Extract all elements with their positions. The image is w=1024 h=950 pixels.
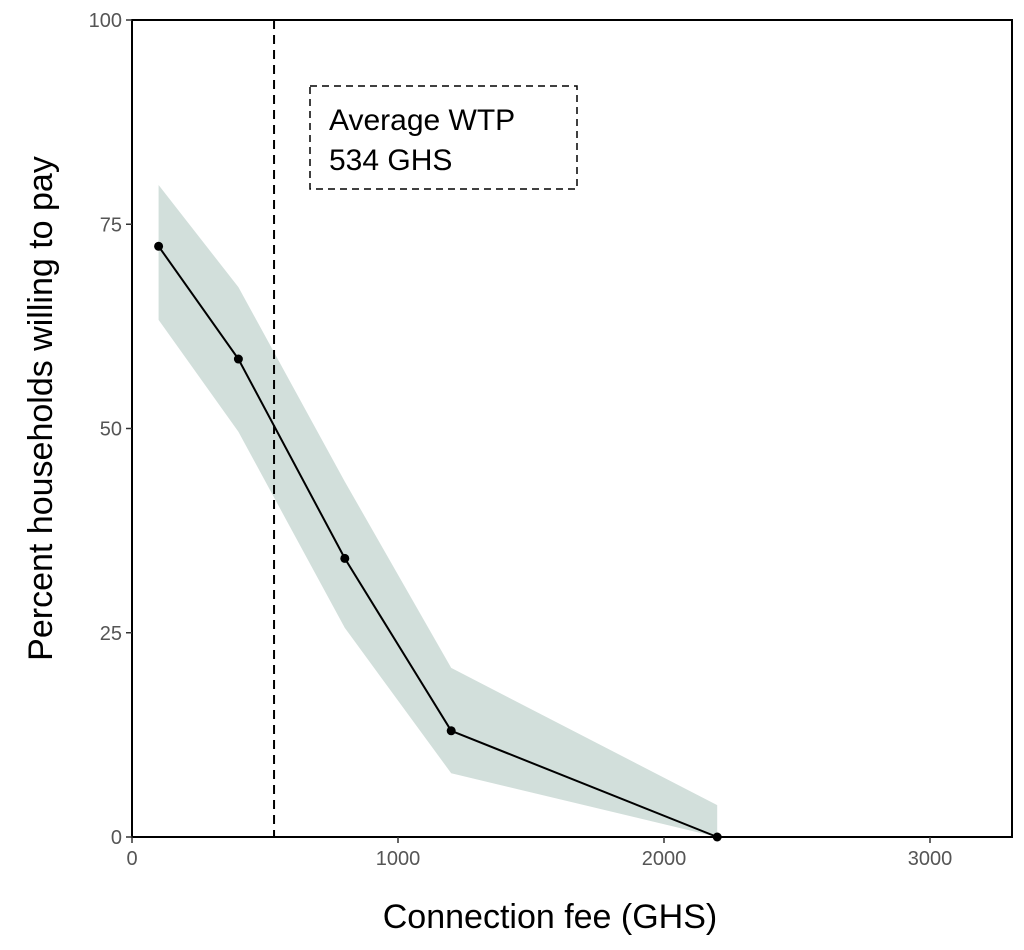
x-tick-label: 3000 (908, 848, 953, 870)
y-tick-label: 75 (100, 214, 122, 236)
data-point (446, 726, 456, 736)
y-tick-label: 100 (89, 10, 122, 32)
x-tick-label: 1000 (376, 848, 421, 870)
annotation-title: Average WTP (329, 104, 515, 137)
y-tick-label: 25 (100, 623, 122, 645)
y-axis-ticks: 0 25 50 75 100 (89, 10, 132, 849)
x-axis-title: Connection fee (GHS) (383, 898, 718, 936)
annotation-border (309, 85, 578, 190)
data-point (233, 354, 243, 364)
y-tick-label: 50 (100, 419, 122, 441)
y-tick-label: 0 (111, 827, 122, 849)
x-tick-label: 2000 (642, 848, 687, 870)
confidence-band-layer (158, 185, 718, 837)
data-point (154, 241, 164, 251)
data-point (340, 553, 350, 563)
confidence-band (158, 185, 718, 837)
series-points-layer (154, 241, 722, 842)
annotation-value: 534 GHS (329, 144, 452, 177)
x-axis-ticks: 0 1000 2000 3000 (126, 837, 952, 870)
y-axis-title: Percent households willing to pay (22, 156, 60, 661)
x-tick-label: 0 (126, 848, 137, 870)
annotation-box: Average WTP 534 GHS (309, 85, 578, 190)
